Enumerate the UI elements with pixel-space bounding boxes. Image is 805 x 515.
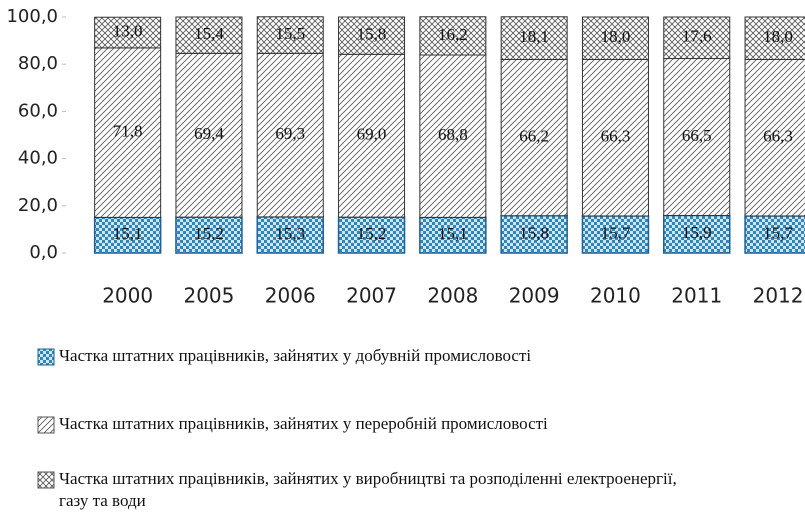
value-label: 18,0 [763,27,793,46]
chart: 0,0 20,0 40,0 60,0 80,0 100,0 15,1 71,8 13,0 2000… [6,6,805,308]
bar-segment [663,214,731,254]
value-label: 17,6 [682,27,712,46]
legend-item: Частка штатних працівників, зайнятих у п… [37,413,737,435]
value-label: 18,1 [519,27,549,46]
legend-swatch [37,471,55,489]
bar-segment [744,16,805,60]
value-label: 15,1 [438,224,468,243]
bar-segment [94,47,162,218]
value-label: 15,8 [357,25,387,44]
bar-segment [581,16,649,60]
bar-segment [338,16,406,55]
legend-item: Частка штатних працівників, зайнятих у в… [37,468,737,512]
bar-segment [419,216,487,254]
x-tick-label: 2006 [265,284,316,308]
value-label: 69,0 [357,125,387,144]
bar-segment [175,52,243,218]
y-tick-label: 60,0 [18,100,58,121]
bar-segment [175,16,243,54]
bar-segment [337,216,406,254]
bar-segment [581,58,649,217]
value-label: 15,2 [357,224,387,243]
value-label: 68,8 [438,125,468,144]
value-label: 16,2 [438,25,468,44]
bar-segment [338,53,406,218]
bar-segment [94,16,162,49]
x-tick-label: 2005 [183,284,234,308]
bar-segment [256,16,324,54]
value-label: 15,3 [275,224,305,243]
bar-segment [500,214,568,254]
bar-segment [256,52,324,218]
y-tick-label: 40,0 [18,148,58,169]
bar-segment [663,58,731,216]
value-label: 69,4 [194,124,224,143]
bar-segment [663,16,731,60]
value-label: 66,5 [682,126,712,145]
value-label: 15,7 [601,223,631,242]
y-tick-label: 0,0 [29,242,58,263]
value-label: 15,5 [275,24,305,43]
bar-segment [744,58,805,217]
legend-swatch [37,416,55,434]
legend-label: Частка штатних працівників, зайнятих у в… [59,469,677,510]
legend-swatch [37,348,55,366]
value-label: 15,9 [682,223,712,242]
x-tick-label: 2008 [427,284,478,308]
value-label: 66,3 [601,127,631,146]
y-tick-label: 100,0 [6,6,58,27]
value-label: 15,2 [194,224,224,243]
bar-segment [500,58,568,217]
value-label: 13,0 [113,21,143,40]
value-label: 66,2 [519,127,549,146]
y-tick-label: 20,0 [18,195,58,216]
x-tick-label: 2007 [346,284,397,308]
legend-label: Частка штатних працівників, зайнятих у д… [59,346,532,365]
x-tick-label: 2000 [102,284,153,308]
x-tick-label: 2009 [509,284,560,308]
value-label: 71,8 [113,122,143,141]
legend-label: Частка штатних працівників, зайнятих у п… [59,414,548,433]
x-tick-label: 2010 [590,284,641,308]
bar-segment [581,215,650,254]
bar-segment [419,16,487,56]
x-tick-label: 2012 [753,284,804,308]
bar-segment [419,54,487,218]
value-label: 18,0 [601,27,631,46]
value-label: 69,3 [275,124,305,143]
y-tick-label: 80,0 [18,53,58,74]
x-tick-label: 2011 [671,284,722,308]
bar-segment [256,216,324,254]
value-label: 15,4 [194,24,224,43]
value-label: 15,7 [763,223,793,242]
value-label: 15,8 [519,223,549,242]
bar-segment [500,16,568,60]
legend-item: Частка штатних працівників, зайнятих у д… [37,345,737,367]
value-label: 15,1 [113,224,143,243]
value-label: 66,3 [763,127,793,146]
